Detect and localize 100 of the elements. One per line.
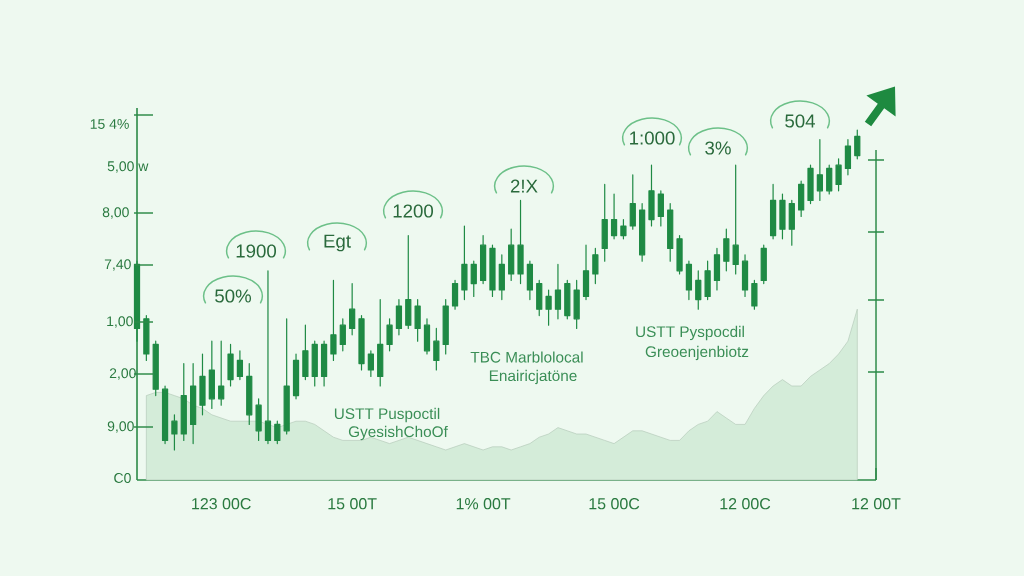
candlestick <box>320 340 328 387</box>
annotation: 1:000 <box>630 131 675 145</box>
candlestick <box>807 164 814 205</box>
text: 504 <box>785 114 816 128</box>
x-tick-label: 1% 00T <box>456 498 511 510</box>
candlestick <box>349 283 356 336</box>
annotation: 3% <box>705 141 731 155</box>
candlestick <box>526 260 534 301</box>
candlestick <box>451 279 459 310</box>
annotation: Greoenjenbiotz <box>645 345 749 361</box>
annotation: GyesishChoOf <box>348 425 448 441</box>
candlestick <box>386 318 393 352</box>
annotation: Enairicjatöne <box>489 369 577 385</box>
annotation: 5,00 w <box>107 161 149 173</box>
candlestick <box>479 235 487 285</box>
candlestick <box>218 340 225 406</box>
candlestick <box>470 260 477 297</box>
candlestick <box>133 260 141 342</box>
candlestick <box>798 180 805 217</box>
candlestick <box>751 279 758 310</box>
candlestick <box>648 164 655 227</box>
candlestick <box>723 228 730 272</box>
candlestick <box>302 324 309 381</box>
text: C0 <box>114 473 131 483</box>
candlestick <box>639 203 646 262</box>
candlestick <box>292 353 300 400</box>
candlestick <box>171 414 178 451</box>
candlestick <box>545 289 552 326</box>
candlestick <box>779 193 786 240</box>
candlestick <box>536 279 543 317</box>
candlestick <box>358 315 365 371</box>
annotation: 9,00 <box>107 421 134 433</box>
candlestick <box>311 340 318 387</box>
candlestick <box>657 190 664 227</box>
annotation: 1200 <box>393 204 434 218</box>
annotation: USTT Puspoctil <box>334 407 440 423</box>
candlestick <box>367 350 374 377</box>
candlestick <box>264 270 272 445</box>
candlestick <box>713 247 721 291</box>
candlestick <box>405 235 412 329</box>
candlestick <box>620 219 627 240</box>
candlestick <box>741 254 749 297</box>
candlestick <box>227 343 234 387</box>
annotation: USTT Pyspocdil <box>636 325 744 341</box>
x-tick-label: 123 00C <box>192 498 251 510</box>
candlestick <box>508 228 515 281</box>
candlestick <box>489 244 496 297</box>
candlestick <box>695 270 702 310</box>
annotation: TBC Marblolocal <box>470 351 583 363</box>
candlestick <box>161 385 169 445</box>
candlestick <box>339 318 346 352</box>
candlestick <box>844 139 852 176</box>
candlestick <box>835 158 842 192</box>
candlestick <box>152 340 159 397</box>
annotation: 2,00 <box>109 368 136 380</box>
candlestick <box>414 299 421 342</box>
annotation: 50% <box>215 289 252 303</box>
candlestick <box>592 247 599 285</box>
x-tick-label: 15 00T <box>328 498 377 510</box>
candlestick <box>461 225 468 301</box>
candlestick <box>180 363 187 441</box>
candlestick <box>423 318 431 355</box>
candlestick <box>564 279 571 320</box>
candlestick <box>667 203 674 262</box>
candlestick <box>601 183 608 262</box>
candlestick <box>760 244 767 285</box>
annotation: Egt <box>324 234 351 252</box>
candlestick <box>854 129 861 160</box>
candlestick <box>517 199 524 285</box>
candlestick <box>377 299 384 387</box>
x-tick-label: 15 00C <box>589 498 640 510</box>
text: 8,00 <box>102 207 129 219</box>
candlestick <box>629 174 636 230</box>
candlestick <box>826 164 833 195</box>
annotation: 2!X <box>510 179 538 193</box>
x-tick-label: 12 00T <box>852 498 901 510</box>
annotation: 1900 <box>236 244 277 258</box>
candlestick <box>732 164 739 275</box>
candlestick <box>610 193 618 240</box>
candlestick <box>255 398 262 441</box>
candlestick <box>330 279 337 361</box>
candlestick <box>554 263 562 320</box>
x-tick-label: 12 00C <box>720 498 771 510</box>
candlestick <box>143 315 150 361</box>
candlestick <box>573 279 580 329</box>
candlestick <box>704 260 711 301</box>
candlestick <box>433 327 440 371</box>
candlestick <box>395 299 403 336</box>
candlestick <box>816 139 823 201</box>
candlestick <box>236 350 244 381</box>
candlestick <box>582 244 590 301</box>
candlestick <box>769 183 777 240</box>
candlestick <box>676 235 683 275</box>
annotation: 1,00 <box>107 316 133 328</box>
candlestick <box>685 260 693 301</box>
candlestick <box>208 340 215 409</box>
text: 15 4% <box>90 119 129 129</box>
text: 7,40 <box>104 259 131 271</box>
candlestick <box>274 420 281 445</box>
candlestick <box>190 363 197 445</box>
